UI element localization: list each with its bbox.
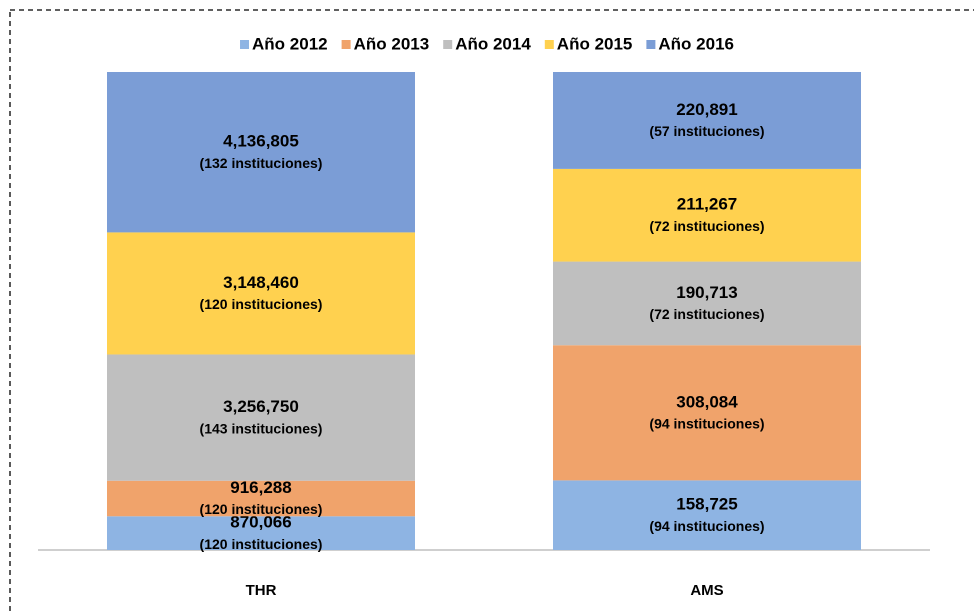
- x-tick-label: THR: [246, 582, 277, 599]
- value-sublabel: (57 instituciones): [649, 123, 764, 139]
- chart-border: [9, 9, 974, 613]
- legend-marker: [646, 40, 656, 49]
- legend-label: Año 2016: [658, 34, 734, 53]
- value-label: 3,148,460: [223, 273, 299, 292]
- value-label: 916,288: [230, 478, 291, 497]
- value-sublabel: (72 instituciones): [649, 218, 764, 234]
- value-sublabel: (94 instituciones): [649, 416, 764, 432]
- value-label: 158,725: [676, 495, 737, 514]
- value-label: 220,891: [676, 100, 737, 119]
- value-sublabel: (72 instituciones): [649, 306, 764, 322]
- legend-label: Año 2013: [354, 34, 430, 53]
- value-label: 190,713: [676, 283, 737, 302]
- value-sublabel: (94 instituciones): [649, 518, 764, 534]
- legend-marker: [341, 40, 351, 49]
- legend-label: Año 2012: [252, 34, 328, 53]
- legend-marker: [544, 40, 554, 49]
- value-label: 211,267: [677, 195, 738, 214]
- legend-marker: [240, 40, 250, 49]
- value-sublabel: (120 instituciones): [200, 501, 323, 517]
- x-tick-label: AMS: [690, 582, 723, 599]
- value-label: 308,084: [676, 392, 738, 411]
- legend-marker: [443, 40, 453, 49]
- legend-label: Año 2015: [557, 34, 633, 53]
- bar-segment: [553, 480, 861, 550]
- bar-segment: [107, 516, 415, 550]
- legend-label: Año 2014: [455, 34, 531, 53]
- value-sublabel: (132 instituciones): [200, 155, 323, 171]
- bar-segment: [107, 354, 415, 481]
- value-sublabel: (120 instituciones): [200, 536, 323, 552]
- bar-segment: [107, 480, 415, 517]
- value-label: 3,256,750: [223, 397, 299, 416]
- value-label: 4,136,805: [223, 132, 299, 151]
- value-sublabel: (120 instituciones): [200, 296, 323, 312]
- bar-segment: [553, 261, 861, 346]
- bar-segment: [107, 232, 415, 355]
- value-label: 870,066: [230, 513, 291, 532]
- bar-segment: [553, 72, 861, 169]
- bar-segment: [553, 345, 861, 481]
- bar-segment: [553, 168, 861, 262]
- value-sublabel: (143 instituciones): [200, 420, 323, 436]
- bar-segment: [107, 72, 415, 233]
